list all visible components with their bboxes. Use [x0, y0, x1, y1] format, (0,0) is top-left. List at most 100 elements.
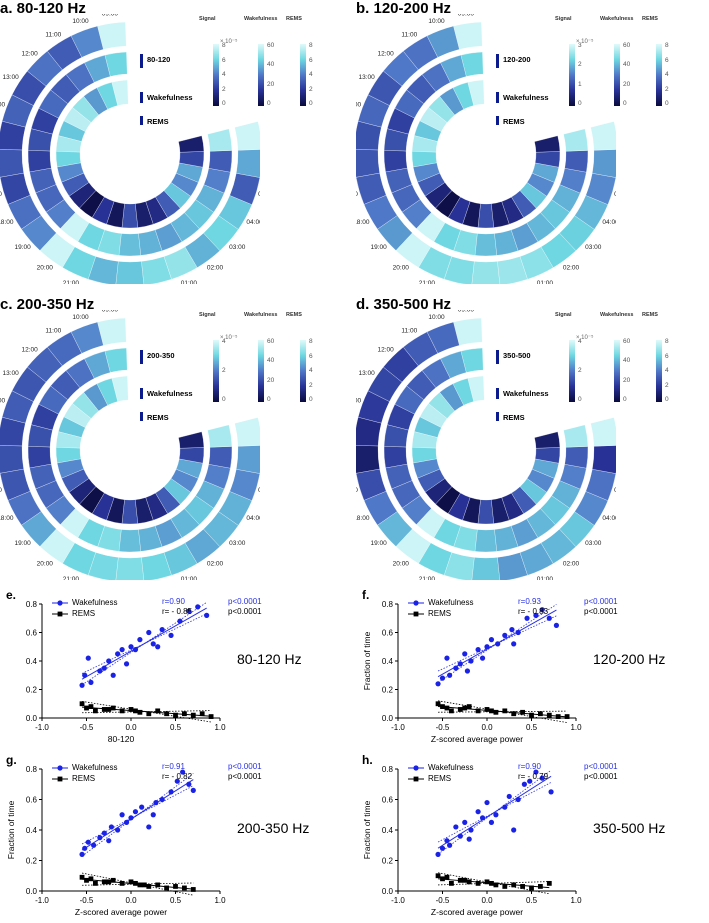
colorbar-tick: 8 [222, 42, 226, 49]
rems-point [484, 707, 490, 712]
wake-point [146, 629, 152, 636]
colorbar-tick: 8 [309, 42, 313, 49]
rems-ring-segment [477, 203, 495, 229]
hour-label: 19:00 [14, 244, 31, 251]
scatter-plot: -1.0 -0.5 0.0 0.5 1.0 0.0 0.2 0.4 0.6 0.8 Z-scored… [6, 765, 226, 917]
wake-ring-segment [60, 508, 90, 538]
y-axis-label: Fraction of time [362, 631, 372, 690]
wake-point [132, 647, 139, 653]
rems-colorbar-header: REMS [286, 312, 302, 318]
signal-ring-segment [163, 542, 198, 576]
confidence-band-line [438, 710, 568, 713]
wake-point [435, 851, 441, 857]
wake-ring-segment [207, 128, 233, 152]
circular-heatmap: 09:0010:0011:0012:0013:0014:0015:0016:00… [356, 14, 616, 284]
colorbar-tick: 40 [623, 61, 631, 69]
wake-point [495, 641, 501, 647]
signal-ring-segment [218, 195, 253, 230]
hour-label: 13:00 [358, 74, 375, 81]
wake-point [468, 658, 474, 664]
rems-colorbar-header: REMS [642, 312, 658, 318]
signal-ring-segment [403, 35, 438, 71]
wake-ring-segment [564, 150, 589, 173]
rems-point [529, 712, 534, 718]
signal-ring-segment [39, 528, 76, 564]
signal-ring-segment [356, 121, 382, 151]
wake-ring-segment [203, 168, 231, 194]
wake-ring-segment [526, 212, 556, 242]
signal-ring-segment [39, 232, 76, 268]
rems-point [155, 882, 161, 888]
rems-point [155, 708, 161, 714]
confidence-band-line [437, 700, 568, 723]
wake-ring-segment [138, 229, 163, 256]
rems-p-value: p<0.0001 [228, 607, 262, 616]
wake-r-value: r=0.93 [518, 597, 541, 606]
wake-point [82, 672, 88, 678]
scatter-panel-h: -1.0 -0.5 0.0 0.5 1.0 0.0 0.2 0.4 0.6 0.8 Z-scored… [356, 753, 709, 923]
hour-label: 18:00 [0, 219, 14, 226]
wake-point [453, 824, 459, 830]
signal-ring-segment [7, 491, 42, 526]
wake-point [539, 607, 545, 613]
wake-p-value: p<0.0001 [584, 597, 618, 606]
colorbar-tick: 20 [267, 376, 275, 384]
signal-ring-segment [403, 331, 438, 367]
wake-point [123, 819, 130, 825]
panel-label: g. [6, 753, 17, 767]
rems-ring-segment [55, 151, 81, 168]
wake-colorbar [258, 340, 264, 402]
rems-ring-segment [534, 431, 561, 449]
rems-ring-segment [419, 107, 448, 132]
x-tick-label: 0.5 [170, 723, 182, 732]
confidence-band-line [437, 615, 557, 672]
wake-ring-segment [494, 229, 519, 256]
circular-panel-d: d. 350-500 Hz 09:00 10:00 11:00 12:00 13:00 14… [356, 296, 709, 586]
hour-label: 02:00 [207, 265, 224, 272]
signal-ring-segment [0, 121, 26, 151]
wake-point [101, 665, 107, 671]
wake-ring-segment [387, 108, 415, 135]
hour-label: 11:00 [45, 327, 61, 334]
signal-ring-segment [559, 215, 595, 251]
legend-rems-label: REMS [72, 774, 96, 783]
colorbar-tick: 0 [309, 396, 313, 403]
wake-point [515, 796, 521, 803]
hour-label: 17:00 [356, 487, 358, 494]
y-tick-label: 0.4 [382, 657, 394, 666]
rems-point [493, 882, 499, 888]
legend-wake-label: Wakefulness [72, 598, 118, 607]
rems-colorbar-header: REMS [642, 16, 658, 22]
rems-point [164, 711, 169, 717]
y-tick-label: 0.6 [382, 629, 394, 638]
colorbar-exponent: × 10⁻⁵ [576, 335, 594, 341]
x-tick-label: 1.0 [570, 723, 582, 732]
signal-ring-segment [418, 542, 453, 576]
wake-ring-segment [551, 480, 581, 509]
wake-ring-segment [526, 508, 556, 538]
rems-ring-segment [170, 172, 199, 197]
wake-p-value: p<0.0001 [228, 762, 262, 771]
rems-p-value: p<0.0001 [584, 772, 618, 781]
rems-point [555, 714, 561, 719]
colorbar-tick: 2 [222, 85, 226, 93]
wake-colorbar-header: Wakefulness [600, 312, 634, 318]
hour-label: 04:00 [246, 219, 260, 226]
rems-ring-segment [155, 190, 181, 218]
hour-label: 03:00 [585, 244, 602, 251]
wake-ring-segment [104, 51, 128, 77]
hour-label: 02:00 [563, 561, 580, 568]
wake-ring-segment [387, 404, 415, 431]
hour-label: 09:00 [102, 14, 119, 17]
wake-point [527, 778, 533, 784]
rems-ring-segment [447, 492, 471, 521]
rems-ring-segment [452, 82, 474, 110]
hour-label: 01:00 [537, 280, 554, 284]
signal-ring-segment [218, 491, 253, 526]
rems-ring-segment [414, 416, 442, 438]
x-axis-label: 80-120 [108, 734, 135, 744]
wake-ring-label: Wakefulness [147, 389, 193, 398]
wake-r-value: r=0.91 [162, 762, 185, 771]
rems-ring-segment [58, 416, 86, 438]
rems-ring-label: REMS [147, 117, 169, 126]
